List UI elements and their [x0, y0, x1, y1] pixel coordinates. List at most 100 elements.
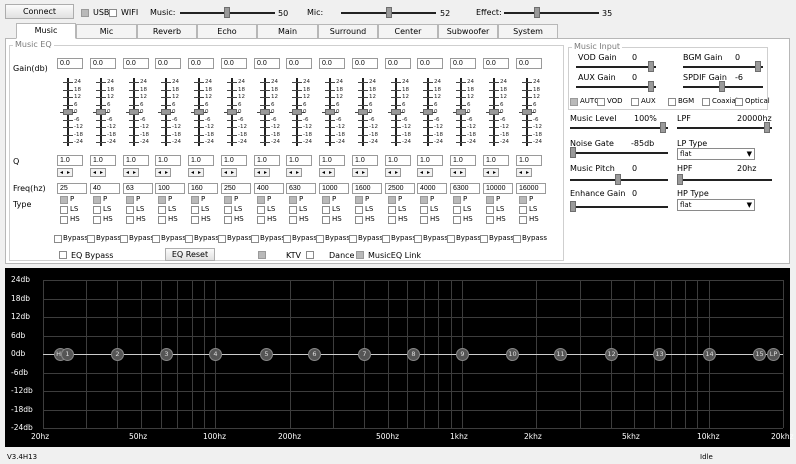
gain-input[interactable] [123, 58, 149, 69]
tab-music[interactable]: Music [16, 23, 76, 39]
effect-volume-thumb[interactable] [534, 7, 540, 18]
arrow-right-icon[interactable]: ▸ [460, 169, 464, 176]
enhance-gain-thumb[interactable] [570, 201, 576, 212]
eq-bypass-checkbox[interactable] [59, 251, 67, 259]
aux-gain-slider[interactable] [576, 81, 656, 93]
type-hs-option[interactable] [93, 216, 101, 224]
music-pitch-slider[interactable] [570, 174, 668, 186]
q-input[interactable] [90, 155, 116, 166]
eq-reset-button[interactable]: EQ Reset [165, 248, 215, 261]
mic-volume-slider[interactable] [341, 6, 436, 19]
type-ls-option[interactable] [322, 206, 330, 214]
tab-subwoofer[interactable]: Subwoofer [438, 24, 498, 39]
gain-slider[interactable]: 24 18 12 6 0 -6 -12 -18 -24 [352, 76, 384, 148]
type-hs-option[interactable] [355, 216, 363, 224]
arrow-left-icon[interactable]: ◂ [289, 169, 293, 176]
gain-slider-thumb[interactable] [260, 109, 270, 115]
gain-slider-thumb[interactable] [129, 109, 139, 115]
gain-slider-thumb[interactable] [423, 109, 433, 115]
arrow-right-icon[interactable]: ▸ [100, 169, 104, 176]
freq-input[interactable] [123, 183, 153, 194]
type-p-option[interactable] [158, 196, 166, 204]
band-bypass-checkbox[interactable] [513, 235, 521, 243]
hp-type-select[interactable]: flat ▼ [677, 199, 755, 211]
freq-input[interactable] [417, 183, 447, 194]
eq-node-7[interactable]: 7 [358, 348, 371, 361]
gain-input[interactable] [286, 58, 312, 69]
type-hs-option[interactable] [191, 216, 199, 224]
eq-node-3[interactable]: 3 [160, 348, 173, 361]
type-p-option[interactable] [126, 196, 134, 204]
type-ls-option[interactable] [289, 206, 297, 214]
effect-volume-slider[interactable] [504, 6, 599, 19]
arrow-left-icon[interactable]: ◂ [322, 169, 326, 176]
type-ls-option[interactable] [519, 206, 527, 214]
gain-input[interactable] [254, 58, 280, 69]
gain-input[interactable] [319, 58, 345, 69]
q-spinner[interactable]: ◂ ▸ [483, 168, 499, 177]
gain-slider-thumb[interactable] [358, 109, 368, 115]
type-p-option[interactable] [388, 196, 396, 204]
arrow-left-icon[interactable]: ◂ [126, 169, 130, 176]
gain-slider[interactable]: 24 18 12 6 0 -6 -12 -18 -24 [286, 76, 318, 148]
freq-input[interactable] [57, 183, 87, 194]
arrow-right-icon[interactable]: ▸ [362, 169, 366, 176]
type-p-option[interactable] [257, 196, 265, 204]
noise-gate-slider[interactable] [570, 147, 668, 159]
arrow-right-icon[interactable]: ▸ [427, 169, 431, 176]
q-spinner[interactable]: ◂ ▸ [516, 168, 532, 177]
eq-node-10[interactable]: 10 [506, 348, 519, 361]
type-p-option[interactable] [191, 196, 199, 204]
usb-checkbox[interactable] [81, 9, 89, 17]
gain-slider-thumb[interactable] [227, 109, 237, 115]
type-hs-option[interactable] [257, 216, 265, 224]
arrow-left-icon[interactable]: ◂ [224, 169, 228, 176]
gain-slider-thumb[interactable] [161, 109, 171, 115]
q-spinner[interactable]: ◂ ▸ [123, 168, 139, 177]
type-hs-option[interactable] [224, 216, 232, 224]
tab-reverb[interactable]: Reverb [137, 24, 197, 39]
type-p-option[interactable] [420, 196, 428, 204]
type-p-option[interactable] [453, 196, 461, 204]
eq-node-15[interactable]: 15 [753, 348, 766, 361]
q-input[interactable] [385, 155, 411, 166]
tab-system[interactable]: System [498, 24, 558, 39]
freq-input[interactable] [516, 183, 546, 194]
arrow-right-icon[interactable]: ▸ [395, 169, 399, 176]
band-bypass-checkbox[interactable] [87, 235, 95, 243]
arrow-left-icon[interactable]: ◂ [158, 169, 162, 176]
gain-input[interactable] [483, 58, 509, 69]
music-pitch-thumb[interactable] [615, 174, 621, 185]
type-hs-option[interactable] [60, 216, 68, 224]
eq-response-graph[interactable]: 24db 18db 12db 6db 0db -6db -12db -18db -24db 20h… [5, 268, 794, 447]
q-input[interactable] [254, 155, 280, 166]
type-ls-option[interactable] [224, 206, 232, 214]
eq-node-13[interactable]: 13 [653, 348, 666, 361]
gain-slider[interactable]: 24 18 12 6 0 -6 -12 -18 -24 [483, 76, 515, 148]
band-bypass-checkbox[interactable] [382, 235, 390, 243]
eq-node-2[interactable]: 2 [111, 348, 124, 361]
gain-slider-thumb[interactable] [522, 109, 532, 115]
gain-slider[interactable]: 24 18 12 6 0 -6 -12 -18 -24 [516, 76, 548, 148]
q-input[interactable] [286, 155, 312, 166]
gain-slider[interactable]: 24 18 12 6 0 -6 -12 -18 -24 [450, 76, 482, 148]
band-bypass-checkbox[interactable] [447, 235, 455, 243]
music-level-slider[interactable] [570, 122, 668, 134]
q-input[interactable] [221, 155, 247, 166]
type-p-option[interactable] [289, 196, 297, 204]
type-p-option[interactable] [60, 196, 68, 204]
q-input[interactable] [319, 155, 345, 166]
type-hs-option[interactable] [388, 216, 396, 224]
q-spinner[interactable]: ◂ ▸ [385, 168, 401, 177]
freq-input[interactable] [286, 183, 316, 194]
type-hs-option[interactable] [126, 216, 134, 224]
gain-input[interactable] [352, 58, 378, 69]
gain-slider[interactable]: 24 18 12 6 0 -6 -12 -18 -24 [417, 76, 449, 148]
q-spinner[interactable]: ◂ ▸ [319, 168, 335, 177]
eq-node-lp[interactable]: LP [767, 348, 780, 361]
music-volume-slider[interactable] [180, 6, 275, 19]
q-spinner[interactable]: ◂ ▸ [155, 168, 171, 177]
q-spinner[interactable]: ◂ ▸ [450, 168, 466, 177]
eq-node-1[interactable]: 1 [61, 348, 74, 361]
gain-slider[interactable]: 24 18 12 6 0 -6 -12 -18 -24 [57, 76, 89, 148]
